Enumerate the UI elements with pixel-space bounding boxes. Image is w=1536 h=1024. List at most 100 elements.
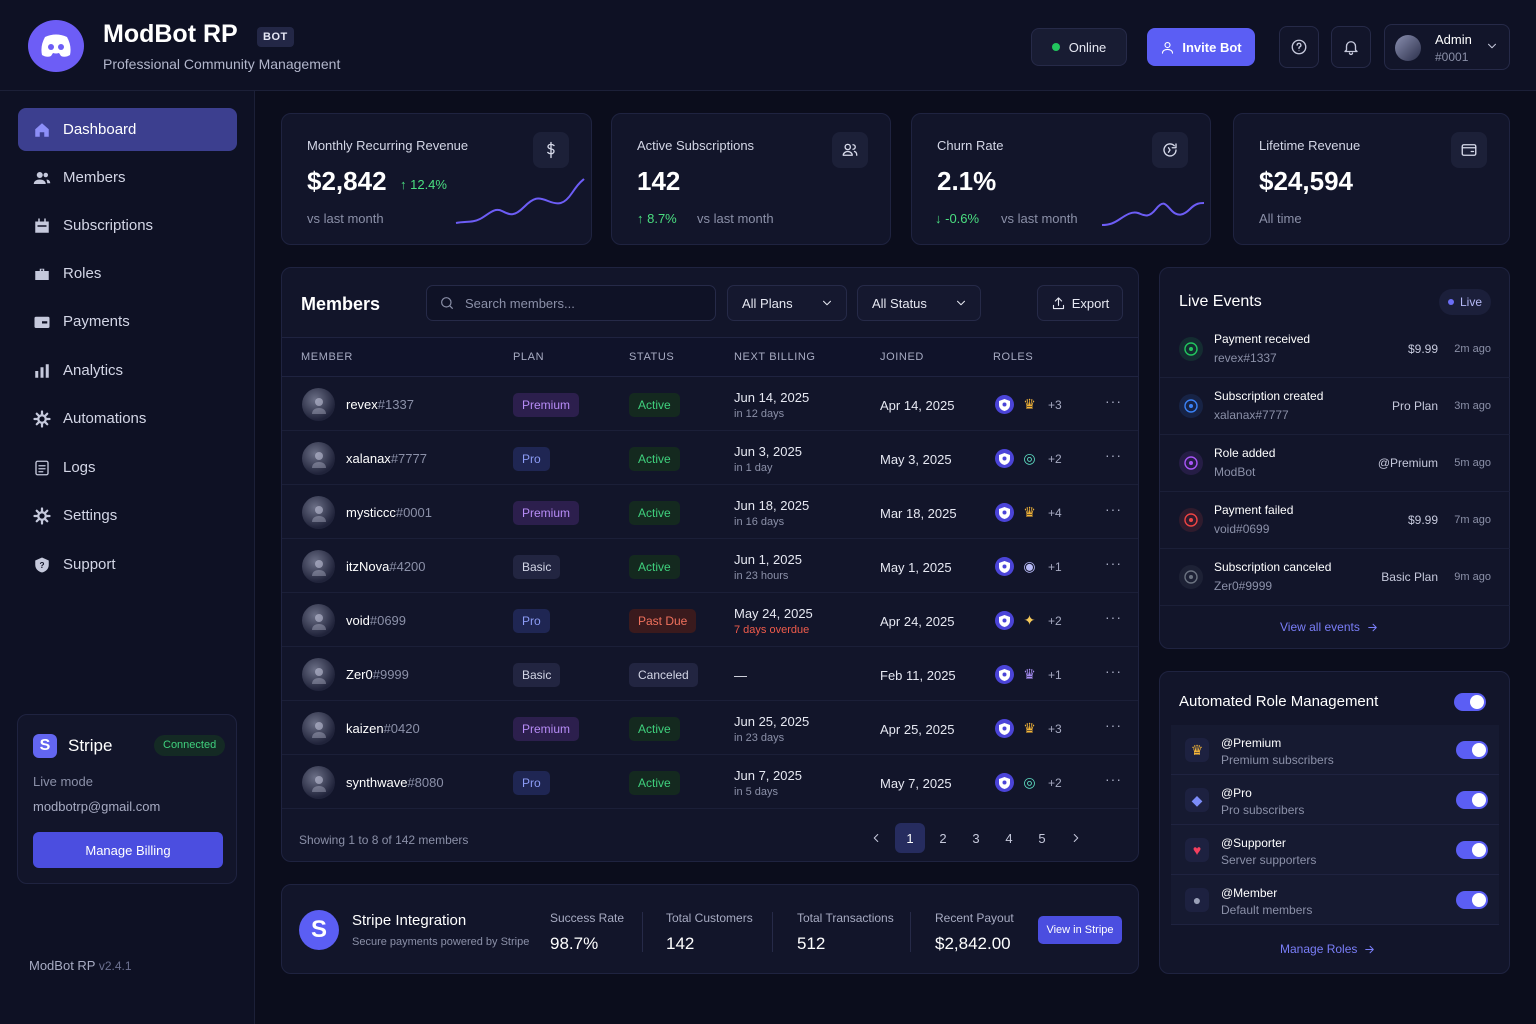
table-row[interactable]: synthwave#8080 Pro Active Jun 7, 2025 in… <box>282 755 1138 809</box>
role-rule-row: ● @Member Default members <box>1171 875 1499 925</box>
members-panel: Members Search members... All Plans All … <box>281 267 1139 862</box>
manage-roles-link[interactable]: Manage Roles <box>1280 942 1376 956</box>
stat-card-lifetime: Lifetime Revenue $24,594 All time <box>1233 113 1510 245</box>
sidebar-item-dashboard[interactable]: Dashboard <box>18 108 237 151</box>
member-name[interactable]: revex#1337 <box>346 397 414 412</box>
sidebar-item-settings[interactable]: Settings <box>18 494 237 537</box>
member-name[interactable]: xalanax#7777 <box>346 451 427 466</box>
member-name[interactable]: void#0699 <box>346 613 406 628</box>
table-row[interactable]: itzNova#4200 Basic Active Jun 1, 2025 in… <box>282 539 1138 593</box>
sidebar-item-logs[interactable]: Logs <box>18 446 237 489</box>
metric-label: Recent Payout <box>935 911 1014 925</box>
table-row[interactable]: kaizen#0420 Premium Active Jun 25, 2025 … <box>282 701 1138 755</box>
row-actions-button[interactable]: ··· <box>1105 501 1122 517</box>
event-time: 2m ago <box>1454 343 1491 355</box>
status-indicator[interactable]: Online <box>1031 28 1127 66</box>
avatar <box>302 550 335 583</box>
sidebar-item-analytics[interactable]: Analytics <box>18 349 237 392</box>
page-button-1[interactable]: 1 <box>895 823 925 853</box>
event-title: Subscription canceled <box>1214 560 1332 574</box>
master-toggle[interactable] <box>1454 693 1486 711</box>
stat-change: ↑ 8.7% <box>637 211 677 226</box>
upload-icon <box>1052 296 1064 309</box>
event-item[interactable]: Subscription created xalanax#7777 Pro Pl… <box>1160 378 1510 435</box>
table-row[interactable]: revex#1337 Premium Active Jun 14, 2025 i… <box>282 377 1138 431</box>
brand-tagline: Professional Community Management <box>103 56 341 72</box>
sidebar-item-roles[interactable]: Roles <box>18 252 237 295</box>
avatar <box>302 712 335 745</box>
event-amount: $9.99 <box>1407 513 1438 527</box>
table-row[interactable]: mysticcc#0001 Premium Active Jun 18, 202… <box>282 485 1138 539</box>
gear-icon <box>32 409 52 429</box>
avatar <box>302 388 335 421</box>
status-badge: Active <box>629 501 680 525</box>
member-name[interactable]: mysticcc#0001 <box>346 505 432 520</box>
role-toggle[interactable] <box>1456 891 1488 909</box>
stat-value: $24,594 <box>1259 166 1353 196</box>
stat-label: Lifetime Revenue <box>1259 138 1361 153</box>
member-username: revex <box>346 397 378 412</box>
row-actions-button[interactable]: ··· <box>1105 717 1122 733</box>
sidebar-item-automations[interactable]: Automations <box>18 397 237 440</box>
role-toggle[interactable] <box>1456 841 1488 859</box>
status-badge: Active <box>629 393 680 417</box>
table-row[interactable]: void#0699 Pro Past Due May 24, 2025 7 da… <box>282 593 1138 647</box>
status-badge: Past Due <box>629 609 697 633</box>
event-item[interactable]: Payment received revex#1337 $9.99 2m ago <box>1160 321 1510 378</box>
member-name[interactable]: synthwave#8080 <box>346 775 444 790</box>
sidebar-item-payments[interactable]: Payments <box>18 300 237 343</box>
row-actions-button[interactable]: ··· <box>1105 771 1122 787</box>
sparkline-chart <box>1101 202 1205 226</box>
pagination-summary: Showing 1 to 8 of 142 members <box>299 833 469 847</box>
column-header: NEXT BILLING <box>734 351 816 363</box>
role-icon: ♛ <box>1023 396 1036 412</box>
row-actions-button[interactable]: ··· <box>1105 609 1122 625</box>
column-header: JOINED <box>880 351 924 363</box>
page-button-4[interactable]: 4 <box>1005 830 1013 846</box>
sparkline-chart <box>455 178 585 224</box>
status-filter-dropdown[interactable]: All Status <box>857 285 981 321</box>
view-in-stripe-button[interactable]: View in Stripe <box>1038 916 1122 944</box>
metric-value: 142 <box>666 934 695 953</box>
member-name[interactable]: kaizen#0420 <box>346 721 420 736</box>
table-row[interactable]: Zer0#9999 Basic Canceled — Feb 11, 2025 … <box>282 647 1138 701</box>
extra-roles-count: +3 <box>1048 398 1062 412</box>
page-button-3[interactable]: 3 <box>972 830 980 846</box>
row-actions-button[interactable]: ··· <box>1105 393 1122 409</box>
member-name[interactable]: Zer0#9999 <box>346 667 409 682</box>
sidebar-item-support[interactable]: ? Support <box>18 543 237 586</box>
row-actions-button[interactable]: ··· <box>1105 555 1122 571</box>
role-toggle[interactable] <box>1456 741 1488 759</box>
sidebar-item-label: Automations <box>63 410 147 427</box>
help-button[interactable] <box>1279 26 1319 68</box>
role-toggle[interactable] <box>1456 791 1488 809</box>
member-name[interactable]: itzNova#4200 <box>346 559 426 574</box>
sidebar-item-members[interactable]: Members <box>18 156 237 199</box>
page-button-2[interactable]: 2 <box>939 830 947 846</box>
next-page-button[interactable] <box>1061 823 1091 853</box>
sidebar-item-subscriptions[interactable]: Subscriptions <box>18 204 237 247</box>
event-item[interactable]: Role added ModBot @Premium 5m ago <box>1160 435 1510 492</box>
export-button[interactable]: Export <box>1037 285 1123 321</box>
prev-page-button[interactable] <box>861 823 891 853</box>
view-all-events-link[interactable]: View all events <box>1280 620 1379 634</box>
event-time: 7m ago <box>1454 514 1491 526</box>
row-actions-button[interactable]: ··· <box>1105 663 1122 679</box>
page-button-5[interactable]: 5 <box>1038 830 1046 846</box>
member-tag: #0420 <box>383 721 420 736</box>
row-actions-button[interactable]: ··· <box>1105 447 1122 463</box>
extra-roles-count: +2 <box>1048 614 1062 628</box>
invite-bot-button[interactable]: Invite Bot <box>1147 28 1255 66</box>
event-item[interactable]: Payment failed void#0699 $9.99 7m ago <box>1160 492 1510 549</box>
calendar-icon <box>32 216 52 236</box>
app-version: ModBot RP v2.4.1 <box>29 958 132 973</box>
table-row[interactable]: xalanax#7777 Pro Active Jun 3, 2025 in 1… <box>282 431 1138 485</box>
role-icon: ◉ <box>1023 558 1036 574</box>
event-item[interactable]: Subscription canceled Zer0#9999 Basic Pl… <box>1160 549 1510 606</box>
table-header: MEMBER PLAN STATUS NEXT BILLING JOINED R… <box>282 337 1138 377</box>
user-menu[interactable]: Admin #0001 <box>1384 24 1510 70</box>
manage-billing-button[interactable]: Manage Billing <box>33 832 223 868</box>
search-input[interactable]: Search members... <box>426 285 716 321</box>
notifications-button[interactable] <box>1331 26 1371 68</box>
plan-filter-dropdown[interactable]: All Plans <box>727 285 847 321</box>
